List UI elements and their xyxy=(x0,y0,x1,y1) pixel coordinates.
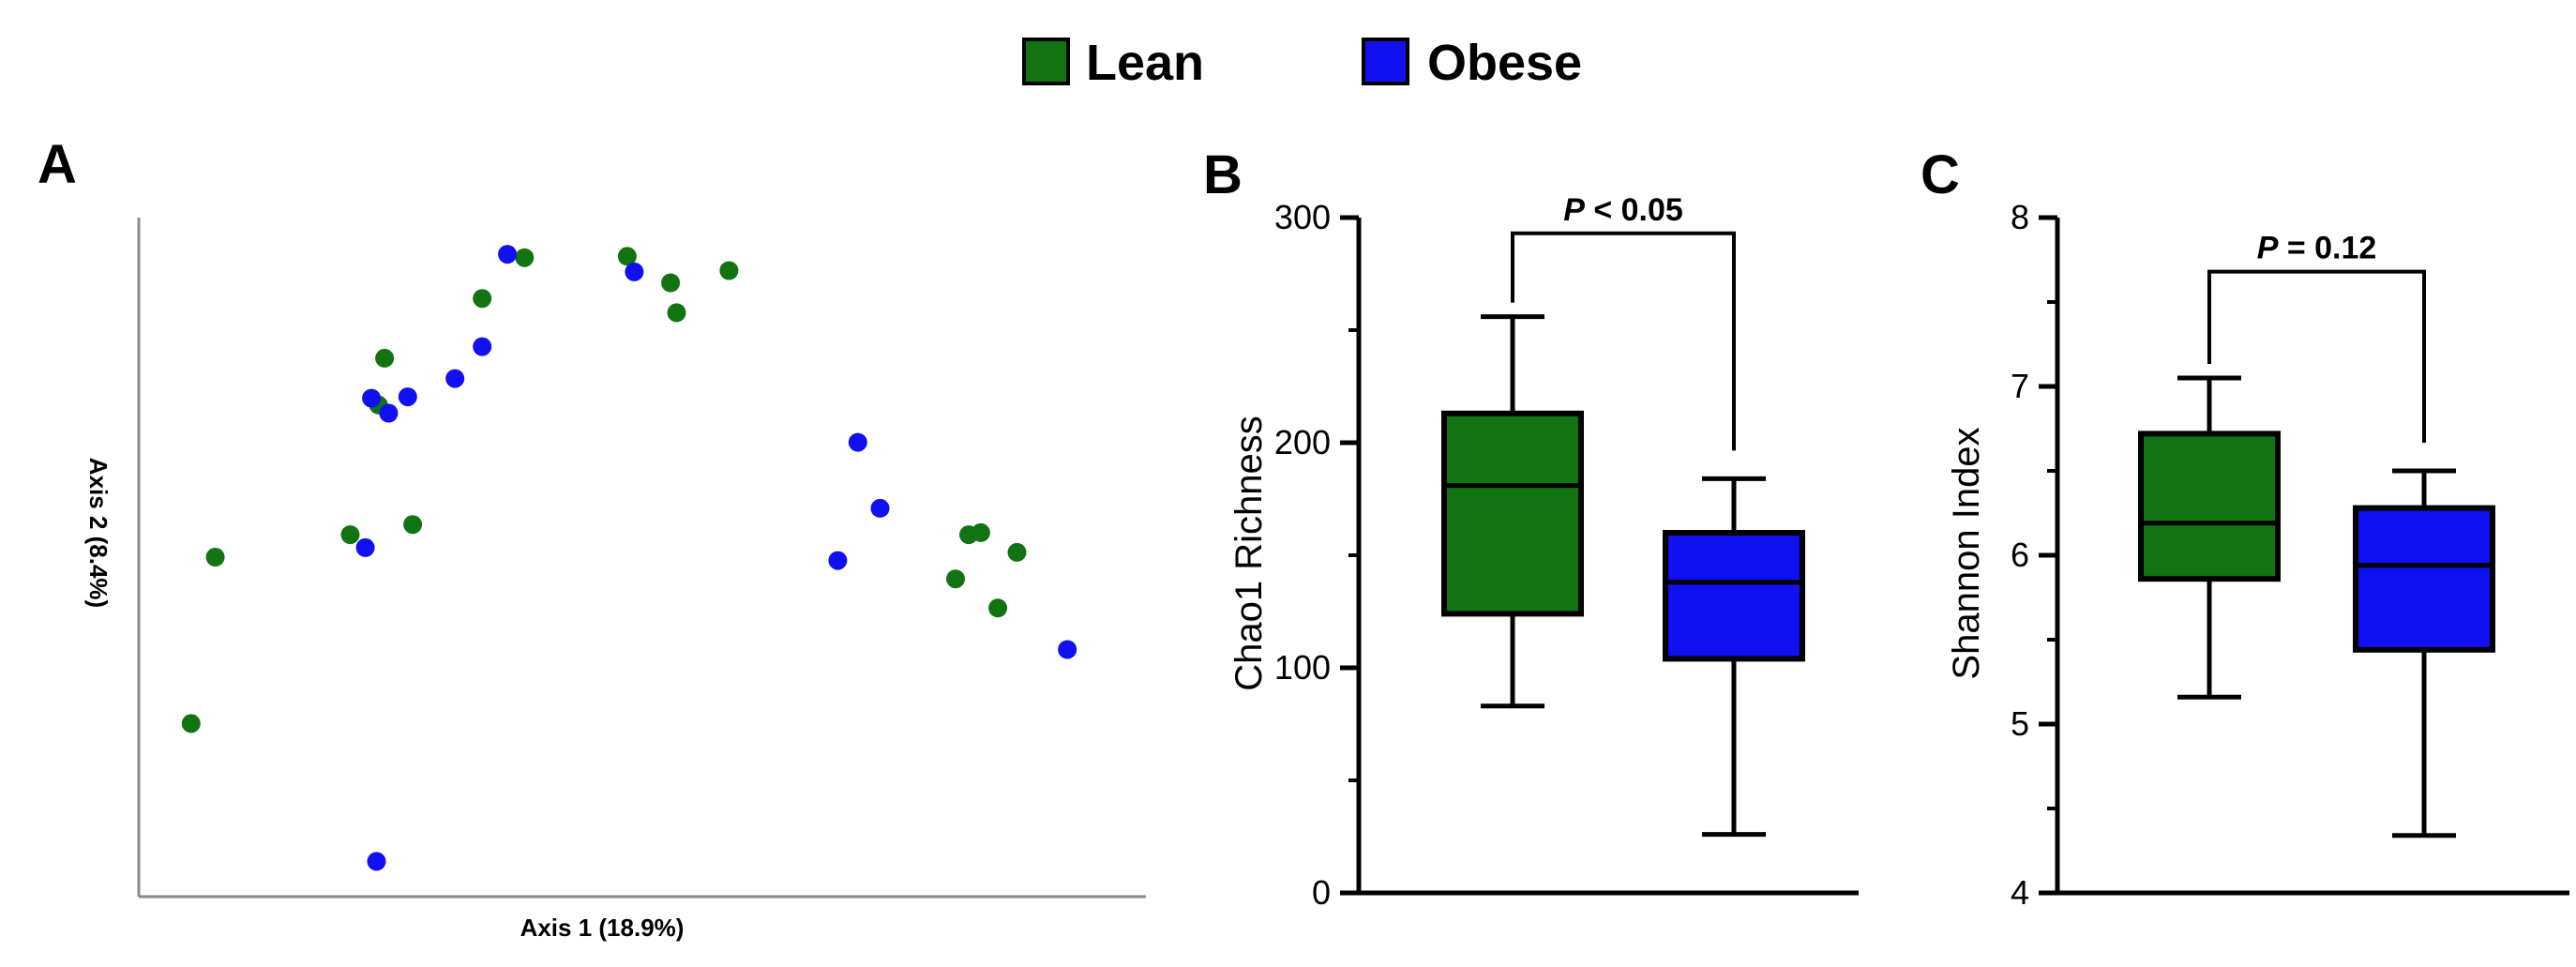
panel-a-point-obese-3 xyxy=(379,403,399,423)
panel-a-point-lean-10 xyxy=(661,273,681,293)
panel-c-axes: 4 5 6 7 8 xyxy=(2011,198,2569,912)
panel-a-point-lean-13 xyxy=(946,569,965,589)
panel-b-boxes xyxy=(1441,314,1805,838)
panel-c-bracket xyxy=(2207,269,2426,443)
panel-a-point-lean-16 xyxy=(1007,542,1027,562)
panel-c-iqr-box-obese xyxy=(2353,505,2495,653)
panel-b-y-tick-label: 0 xyxy=(1312,873,1331,912)
panel-b-box-obese xyxy=(1663,476,1805,838)
legend-swatch-obese xyxy=(1362,38,1409,85)
panel-a-point-lean-3 xyxy=(340,525,360,545)
panel-c-boxes xyxy=(2138,375,2495,839)
panel-c-y-label: Shannon Index xyxy=(1946,427,1987,679)
panel-b: B Chao1 Richness 0 100 200 300 P < 0.05 xyxy=(1203,144,1859,912)
legend-label-obese: Obese xyxy=(1427,35,1582,91)
panel-a-point-obese-13 xyxy=(1058,640,1077,659)
panel-a-point-lean-1 xyxy=(181,714,201,733)
panel-c-y-tick-label: 8 xyxy=(2011,198,2029,236)
panel-a-point-obese-5 xyxy=(362,388,382,408)
panel-a-point-lean-2 xyxy=(205,548,225,567)
panel-b-significance: P < 0.05 xyxy=(1511,192,1736,451)
panel-a-x-label: Axis 1 (18.9%) xyxy=(520,914,685,942)
panel-a-obese-points xyxy=(355,245,1077,871)
panel-a-point-lean-5 xyxy=(403,515,423,535)
panel-c-y-tick-label: 4 xyxy=(2011,873,2029,912)
panel-c-y-tick-label: 5 xyxy=(2011,704,2029,743)
panel-c-letter: C xyxy=(1921,144,1960,205)
panel-c-p-symbol: P xyxy=(2257,231,2279,266)
panel-b-y-tick-label: 300 xyxy=(1274,198,1331,236)
panel-a-point-obese-6 xyxy=(445,369,465,388)
panel-a-lean-points xyxy=(181,247,1027,733)
panel-a-letter: A xyxy=(38,134,77,195)
panel-a-point-obese-11 xyxy=(828,551,848,570)
legend-swatch-lean xyxy=(1022,38,1070,85)
panel-b-box-lean xyxy=(1441,314,1584,709)
panel-c-y-tick-label: 6 xyxy=(2011,536,2029,574)
panel-a-point-obese-8 xyxy=(498,245,518,264)
panel-a-point-obese-9 xyxy=(625,262,644,281)
panel-a-point-lean-11 xyxy=(667,303,686,323)
panel-c-significance: P = 0.12 xyxy=(2207,231,2426,443)
panel-a-point-lean-6 xyxy=(375,348,395,368)
panel-a-point-obese-4 xyxy=(355,537,375,557)
panel-b-p-value: P < 0.05 xyxy=(1563,192,1683,228)
panel-c-p-text: = 0.12 xyxy=(2278,231,2376,266)
panel-c-y-tick-label: 7 xyxy=(2011,367,2029,405)
panel-a-point-lean-15 xyxy=(971,522,990,542)
panel-b-iqr-box-lean xyxy=(1441,410,1584,617)
panel-b-iqr-box-obese xyxy=(1663,530,1805,662)
panel-a-point-obese-12 xyxy=(870,498,890,518)
panel-a-point-lean-8 xyxy=(473,289,492,309)
panel-b-y-label: Chao1 Richness xyxy=(1228,416,1270,691)
panel-a-point-obese-10 xyxy=(848,432,867,452)
panel-a-point-lean-7 xyxy=(515,248,535,267)
panel-c: C Shannon Index 4 5 6 7 8 P = 0.12 xyxy=(1921,144,2569,912)
panel-a-point-lean-9 xyxy=(617,247,637,266)
panel-b-p-symbol: P xyxy=(1563,192,1585,228)
panel-c-box-lean xyxy=(2138,375,2281,700)
panel-b-y-tick-label: 100 xyxy=(1274,648,1331,687)
panel-b-axes: 0 100 200 300 xyxy=(1274,198,1859,912)
panel-a-point-lean-12 xyxy=(719,261,739,280)
panel-a-point-obese-7 xyxy=(473,337,492,356)
panel-b-y-tick-label: 200 xyxy=(1274,423,1331,461)
panel-c-iqr-box-lean xyxy=(2138,431,2281,582)
panel-a-point-lean-17 xyxy=(988,598,1008,618)
panel-a-point-obese-1 xyxy=(367,852,386,871)
panel-c-p-value: P = 0.12 xyxy=(2257,231,2377,266)
panel-a-point-obese-2 xyxy=(398,387,417,407)
legend: Lean Obese xyxy=(1022,35,1582,91)
panel-a: A Axis 1 (18.9%) Axis 2 (8.4%) xyxy=(38,134,1146,942)
panel-a-y-label: Axis 2 (8.4%) xyxy=(84,458,113,608)
panel-b-bracket xyxy=(1511,231,1736,451)
panel-c-box-obese xyxy=(2353,468,2495,839)
panel-b-p-text: < 0.05 xyxy=(1585,192,1683,228)
panel-b-letter: B xyxy=(1203,144,1243,205)
legend-label-lean: Lean xyxy=(1086,35,1204,91)
